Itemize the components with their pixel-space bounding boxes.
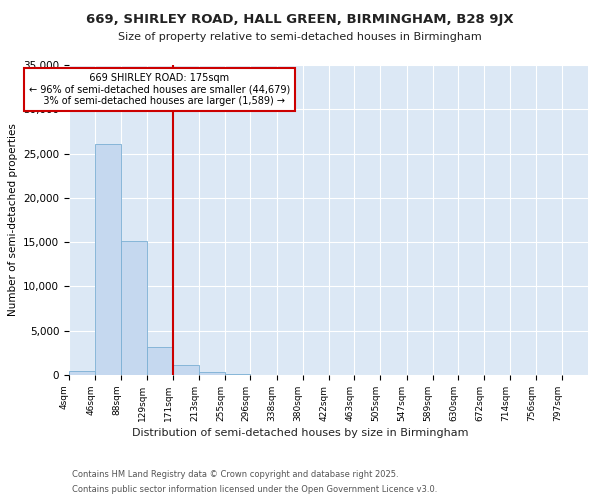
Bar [69,372,95,375]
Bar [173,366,199,375]
Bar [95,144,121,375]
Y-axis label: Number of semi-detached properties: Number of semi-detached properties [8,124,17,316]
Bar [225,374,250,375]
Bar [121,242,146,375]
Text: 669 SHIRLEY ROAD: 175sqm   
← 96% of semi-detached houses are smaller (44,679)
 : 669 SHIRLEY ROAD: 175sqm ← 96% of semi-d… [29,72,290,106]
Text: Size of property relative to semi-detached houses in Birmingham: Size of property relative to semi-detach… [118,32,482,42]
Text: Distribution of semi-detached houses by size in Birmingham: Distribution of semi-detached houses by … [132,428,468,438]
Text: Contains HM Land Registry data © Crown copyright and database right 2025.: Contains HM Land Registry data © Crown c… [72,470,398,479]
Text: Contains public sector information licensed under the Open Government Licence v3: Contains public sector information licen… [72,485,437,494]
Bar [146,346,173,375]
Bar [199,372,225,375]
Text: 669, SHIRLEY ROAD, HALL GREEN, BIRMINGHAM, B28 9JX: 669, SHIRLEY ROAD, HALL GREEN, BIRMINGHA… [86,12,514,26]
